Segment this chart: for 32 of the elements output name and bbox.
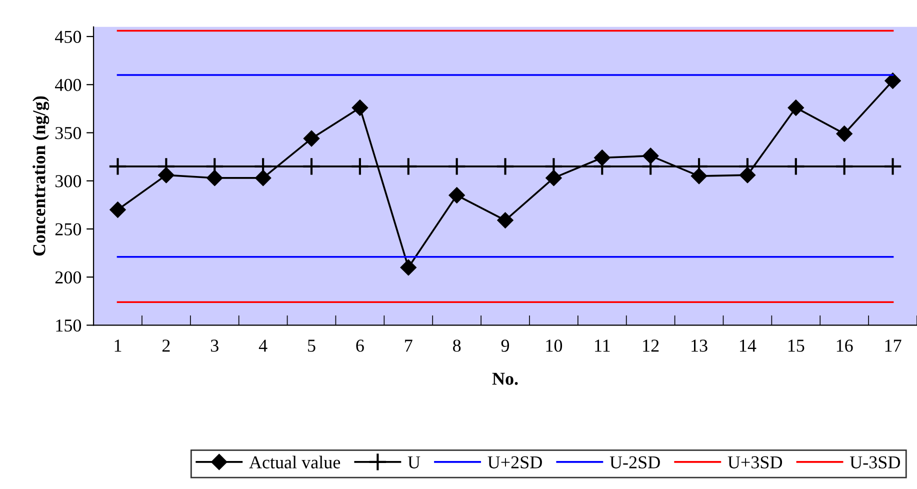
x-tick-label: 10 <box>546 340 562 352</box>
legend-label: U-3SD <box>850 456 900 468</box>
x-tick-label: 14 <box>740 340 756 352</box>
y-tick-label: 300 <box>56 175 82 188</box>
x-tick-label: 16 <box>836 340 853 352</box>
x-tick-label: 3 <box>210 340 218 352</box>
y-tick-label: 350 <box>56 126 82 140</box>
x-tick-label: 5 <box>308 340 316 352</box>
legend-label: U+2SD <box>488 456 542 468</box>
x-tick-label: 17 <box>885 340 902 352</box>
x-tick-label: 2 <box>162 340 170 352</box>
x-axis-title: No. <box>492 372 518 385</box>
x-tick-label: 15 <box>788 340 804 352</box>
y-tick-label: 150 <box>56 319 82 332</box>
x-tick-label: 4 <box>258 340 268 352</box>
y-tick-label: 200 <box>55 271 82 284</box>
x-tick-label: 12 <box>643 340 659 352</box>
x-tick-label: 9 <box>501 340 510 352</box>
x-tick-label: 8 <box>453 340 461 352</box>
legend-label: U-2SD <box>610 456 660 468</box>
legend-label: Actual value <box>249 456 340 468</box>
x-tick-label: 13 <box>692 340 708 352</box>
legend-label: U+3SD <box>728 456 782 468</box>
x-tick-label: 1 <box>114 340 122 352</box>
y-tick-label: 400 <box>55 78 82 92</box>
x-tick-label: 7 <box>405 340 412 352</box>
y-axis-title: Concentration (ng/g) <box>32 96 50 256</box>
legend-label: U <box>408 456 420 468</box>
y-tick-label: 250 <box>55 223 82 236</box>
x-tick-label: 6 <box>356 340 364 352</box>
y-tick-label: 450 <box>55 30 82 43</box>
x-tick-label: 11 <box>595 340 610 352</box>
